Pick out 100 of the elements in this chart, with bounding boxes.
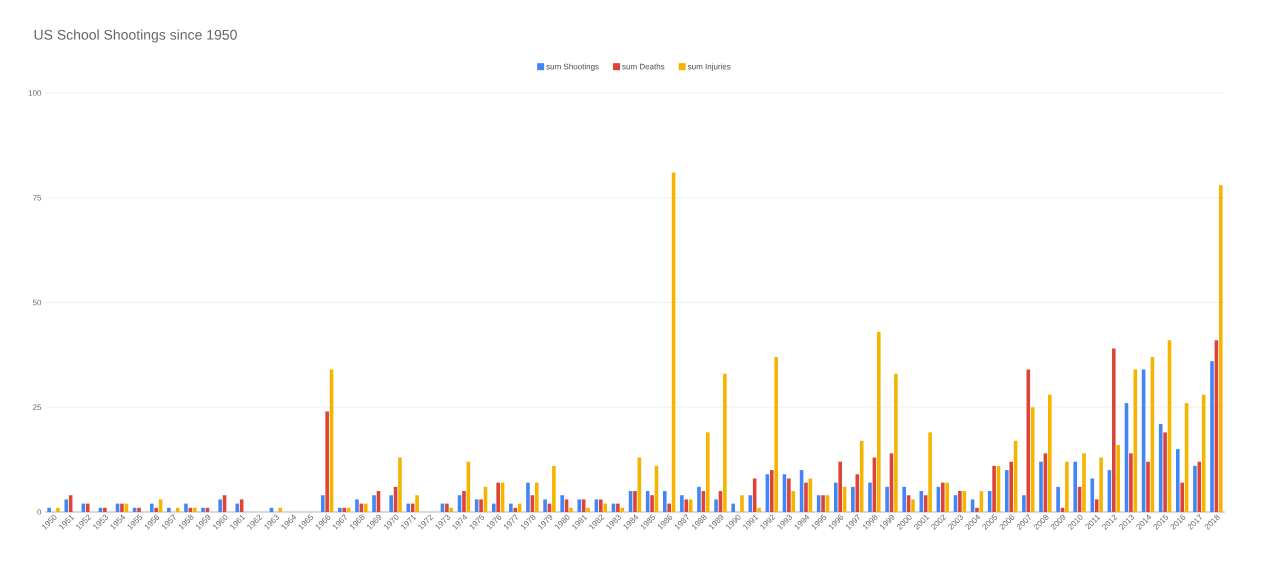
- bar: [1099, 457, 1103, 512]
- bar: [1197, 461, 1202, 512]
- bar: [697, 486, 701, 512]
- bar: [940, 482, 945, 512]
- bar: [945, 482, 949, 512]
- bar: [714, 499, 718, 512]
- bar: [740, 495, 744, 512]
- bar: [757, 507, 761, 512]
- bar: [1176, 449, 1180, 512]
- bar: [868, 482, 872, 512]
- bar: [320, 495, 325, 512]
- bar: [650, 495, 654, 512]
- y-tick-label: 50: [32, 299, 42, 306]
- bar: [120, 503, 124, 512]
- legend-label: sum Shootings: [546, 63, 599, 71]
- bar: [192, 507, 197, 512]
- bar: [894, 373, 898, 512]
- bar: [372, 495, 376, 512]
- y-tick-label: 75: [32, 194, 42, 201]
- bar: [731, 503, 735, 512]
- bar: [103, 507, 107, 512]
- bar: [577, 499, 582, 512]
- bar: [64, 499, 69, 512]
- bar: [680, 495, 684, 512]
- bar: [958, 491, 962, 512]
- bar: [748, 495, 753, 512]
- bar: [774, 356, 778, 512]
- bar: [855, 474, 860, 512]
- bar: [534, 482, 539, 512]
- bar: [1047, 394, 1052, 512]
- bar: [876, 331, 881, 512]
- bar: [278, 507, 283, 512]
- bar: [47, 507, 51, 512]
- bar: [1039, 461, 1043, 512]
- bar: [552, 465, 556, 512]
- bar: [838, 461, 842, 512]
- bar: [496, 482, 500, 512]
- bar: [342, 507, 347, 512]
- bar: [911, 499, 915, 512]
- bar: [804, 482, 808, 512]
- bar: [1163, 432, 1167, 512]
- bar: [1056, 486, 1060, 512]
- bar: [355, 499, 359, 512]
- bar: [1129, 453, 1133, 512]
- bar: [791, 491, 796, 512]
- bar: [1133, 369, 1138, 512]
- bar: [633, 491, 637, 512]
- bar: [1210, 361, 1214, 512]
- bar: [445, 503, 449, 512]
- bar: [787, 478, 791, 512]
- y-tick-label: 0: [37, 509, 42, 515]
- bar: [218, 499, 222, 512]
- bar: [684, 499, 689, 512]
- bar: [1193, 465, 1197, 512]
- bar: [543, 499, 547, 512]
- bar: [723, 373, 727, 512]
- bar: [154, 507, 158, 512]
- bar: [975, 507, 979, 512]
- y-tick-label: 100: [28, 90, 42, 96]
- bar: [769, 470, 774, 512]
- legend-label: sum Injuries: [687, 63, 731, 71]
- bar: [962, 491, 967, 512]
- bar: [149, 503, 154, 512]
- bar: [526, 482, 530, 512]
- bar: [389, 495, 393, 512]
- bar: [1073, 461, 1077, 512]
- bar: [598, 499, 603, 512]
- bar: [137, 507, 141, 512]
- bar: [1082, 453, 1086, 512]
- bar: [167, 507, 171, 512]
- bar: [398, 457, 402, 512]
- bar: [491, 503, 496, 512]
- bar: [620, 507, 625, 512]
- bar: [1116, 444, 1120, 512]
- bar: [560, 495, 564, 512]
- bar: [449, 507, 454, 512]
- bar: [56, 507, 60, 512]
- bar: [1026, 369, 1031, 512]
- bar: [902, 486, 906, 512]
- bar: [919, 491, 924, 512]
- bar: [833, 482, 838, 512]
- bar: [1004, 470, 1009, 512]
- bar: [705, 432, 710, 512]
- bar: [406, 503, 411, 512]
- y-tick-label: 25: [32, 404, 42, 411]
- bar: [325, 411, 329, 512]
- bar: [1022, 495, 1026, 512]
- bar: [85, 503, 90, 512]
- bar: [184, 503, 188, 512]
- bar: [1180, 482, 1184, 512]
- bar: [415, 495, 419, 512]
- bar: [1111, 348, 1116, 512]
- bar: [586, 507, 590, 512]
- chart-title: US School Shootings since 1950: [34, 29, 237, 43]
- bar: [1090, 478, 1095, 512]
- bar: [513, 507, 518, 512]
- bar: [928, 432, 932, 512]
- bar: [569, 507, 573, 512]
- bar: [1146, 461, 1150, 512]
- bar: [1219, 185, 1223, 512]
